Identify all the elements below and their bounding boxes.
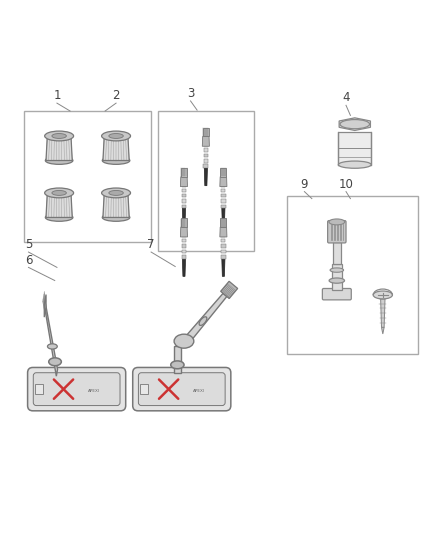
Polygon shape	[204, 143, 208, 146]
Text: 10: 10	[339, 177, 353, 191]
Polygon shape	[182, 250, 186, 253]
FancyBboxPatch shape	[35, 384, 43, 394]
Polygon shape	[381, 327, 384, 334]
Polygon shape	[182, 244, 186, 248]
Ellipse shape	[45, 131, 74, 141]
Polygon shape	[182, 239, 186, 243]
Polygon shape	[182, 233, 186, 237]
Text: 1: 1	[53, 89, 61, 102]
Ellipse shape	[109, 134, 124, 139]
Polygon shape	[180, 177, 187, 187]
Ellipse shape	[45, 188, 74, 198]
Text: 4: 4	[342, 92, 350, 104]
Ellipse shape	[174, 334, 194, 348]
Polygon shape	[174, 346, 181, 373]
Polygon shape	[221, 255, 226, 259]
FancyBboxPatch shape	[28, 367, 126, 411]
Polygon shape	[182, 194, 186, 197]
Ellipse shape	[373, 291, 392, 299]
Polygon shape	[182, 189, 186, 192]
FancyBboxPatch shape	[138, 373, 225, 406]
Polygon shape	[338, 132, 371, 165]
Polygon shape	[182, 205, 186, 208]
Polygon shape	[221, 239, 226, 243]
Polygon shape	[181, 168, 187, 177]
Polygon shape	[221, 244, 226, 248]
Polygon shape	[204, 154, 208, 157]
Polygon shape	[332, 263, 342, 290]
Ellipse shape	[329, 278, 345, 283]
Polygon shape	[182, 255, 186, 259]
Ellipse shape	[45, 157, 73, 164]
Polygon shape	[204, 148, 208, 152]
Polygon shape	[221, 199, 226, 203]
Polygon shape	[44, 295, 46, 317]
Polygon shape	[204, 159, 208, 163]
Polygon shape	[181, 219, 187, 227]
Polygon shape	[333, 241, 341, 263]
Polygon shape	[186, 293, 227, 341]
FancyBboxPatch shape	[140, 384, 148, 394]
Polygon shape	[46, 136, 72, 160]
Polygon shape	[103, 193, 129, 217]
FancyBboxPatch shape	[133, 367, 231, 411]
Polygon shape	[221, 250, 226, 253]
FancyBboxPatch shape	[328, 221, 346, 243]
Polygon shape	[182, 199, 186, 203]
Ellipse shape	[45, 214, 73, 221]
Ellipse shape	[171, 361, 184, 369]
Polygon shape	[203, 128, 209, 136]
Ellipse shape	[340, 119, 370, 129]
Text: APEXI: APEXI	[88, 389, 100, 393]
Text: 6: 6	[25, 254, 32, 266]
Polygon shape	[221, 189, 226, 192]
Ellipse shape	[330, 268, 343, 272]
Text: 2: 2	[112, 89, 120, 102]
Polygon shape	[222, 208, 225, 226]
Ellipse shape	[49, 358, 61, 366]
Polygon shape	[220, 219, 226, 227]
Polygon shape	[46, 193, 72, 217]
Ellipse shape	[102, 131, 131, 141]
Ellipse shape	[329, 219, 345, 225]
Ellipse shape	[102, 157, 130, 164]
Ellipse shape	[47, 344, 57, 349]
Text: APEXI: APEXI	[193, 389, 205, 393]
Polygon shape	[221, 233, 226, 237]
Ellipse shape	[109, 190, 124, 196]
Text: 3: 3	[187, 87, 194, 100]
Polygon shape	[202, 136, 209, 146]
Polygon shape	[182, 208, 186, 226]
Ellipse shape	[52, 134, 66, 139]
Polygon shape	[339, 118, 371, 131]
Ellipse shape	[338, 161, 371, 168]
FancyBboxPatch shape	[33, 373, 120, 406]
Polygon shape	[221, 205, 226, 208]
Polygon shape	[220, 168, 226, 177]
Ellipse shape	[102, 188, 131, 198]
Polygon shape	[103, 136, 129, 160]
Polygon shape	[182, 183, 186, 187]
Polygon shape	[222, 259, 225, 276]
FancyBboxPatch shape	[322, 288, 351, 300]
Polygon shape	[221, 183, 226, 187]
Polygon shape	[45, 304, 57, 376]
Polygon shape	[204, 165, 208, 168]
Ellipse shape	[199, 317, 207, 326]
Text: 9: 9	[300, 177, 308, 191]
Text: 5: 5	[25, 238, 32, 251]
Ellipse shape	[52, 190, 66, 196]
Polygon shape	[204, 168, 208, 185]
Text: 7: 7	[147, 238, 155, 251]
Polygon shape	[180, 227, 187, 237]
Ellipse shape	[102, 214, 130, 221]
Polygon shape	[221, 281, 238, 298]
Polygon shape	[182, 259, 186, 276]
Polygon shape	[381, 299, 385, 327]
Polygon shape	[221, 194, 226, 197]
Polygon shape	[220, 177, 227, 187]
Polygon shape	[220, 227, 227, 237]
